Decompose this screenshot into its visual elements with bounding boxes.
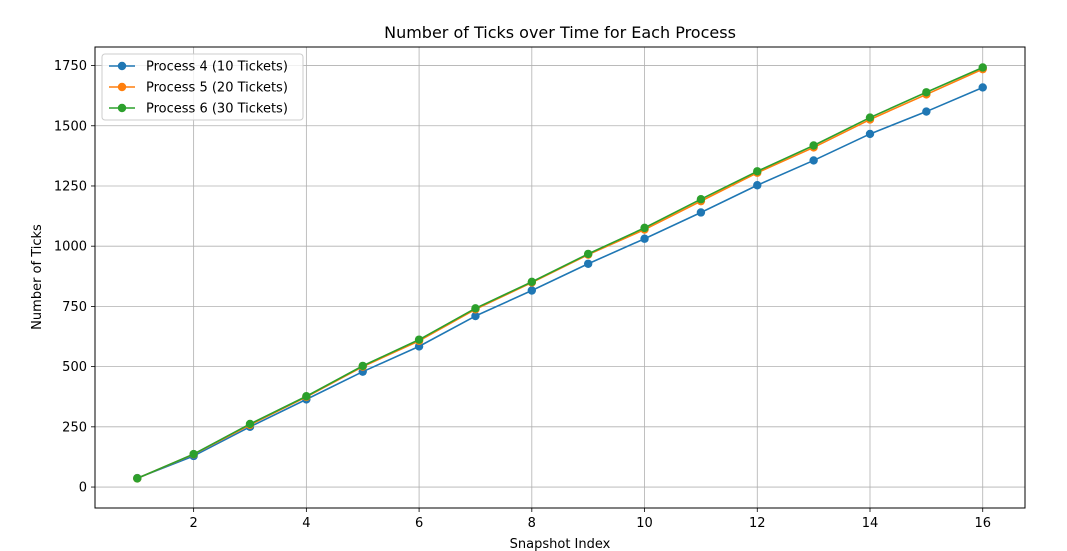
data-point [358,361,367,371]
legend-item: Process 4 (10 Tickets) [109,60,288,75]
data-point [471,304,480,313]
y-tick-label: 0 [79,481,87,496]
data-point [753,181,762,190]
legend-marker [117,103,127,113]
data-point [133,474,142,483]
x-tick-label: 12 [749,516,766,531]
data-point [527,286,537,295]
y-axis-title: Number of Ticks [30,224,45,330]
legend-item: Process 6 (30 Tickets) [109,102,288,117]
x-axis-title: Snapshot Index [510,537,611,551]
legend-marker [117,82,127,92]
data-point [922,88,931,97]
legend-label: Process 6 (30 Tickets) [146,102,288,117]
data-point [640,234,649,243]
data-point [922,107,931,116]
data-point [696,195,706,204]
legend-item: Process 5 (20 Tickets) [109,81,288,96]
legend-box [101,53,304,121]
data-point [583,249,593,259]
series-layer [133,63,987,483]
y-tick-label: 1500 [54,119,87,134]
data-point [583,259,593,268]
data-point [978,63,987,72]
y-tick-label: 500 [62,360,87,375]
data-point [753,167,762,176]
y-tick-label: 1000 [54,240,87,255]
x-tick-label: 6 [415,516,423,531]
x-tick-label: 14 [862,516,879,531]
y-tick-label: 1750 [54,59,87,74]
chart-title: Number of Ticks over Time for Each Proce… [384,23,736,42]
data-point [640,223,649,233]
y-tick-label: 250 [62,420,87,435]
data-point [527,277,537,287]
data-point [189,449,198,459]
data-point [696,208,706,217]
x-tick-label: 10 [636,516,653,531]
series-line [136,66,984,480]
data-point [302,392,311,401]
series-3 [133,63,987,483]
data-point [865,113,875,122]
axis-ticks: 2 4 6 8 10 12 14 16 0 250 500 750 1000 1250 1500 1750 [54,59,991,531]
y-tick-label: 750 [62,300,87,315]
x-tick-label: 16 [974,516,991,531]
data-point [245,419,255,429]
data-point [809,156,818,165]
y-tick-label: 1250 [54,179,87,194]
data-point [865,129,875,139]
legend: Process 4 (10 Tickets) Process 5 (20 Tick… [101,53,304,121]
data-point [471,311,480,321]
data-point [414,335,424,344]
series-line [136,86,984,479]
plot-frame [94,46,1026,509]
x-tick-label: 8 [528,516,536,531]
x-tick-label: 2 [189,516,197,531]
grid [95,47,1025,508]
legend-marker [117,61,127,71]
legend-label: Process 4 (10 Tickets) [146,60,288,75]
x-tick-label: 4 [302,516,310,531]
legend-label: Process 5 (20 Tickets) [146,81,288,96]
data-point [809,141,818,150]
data-point [978,83,987,92]
